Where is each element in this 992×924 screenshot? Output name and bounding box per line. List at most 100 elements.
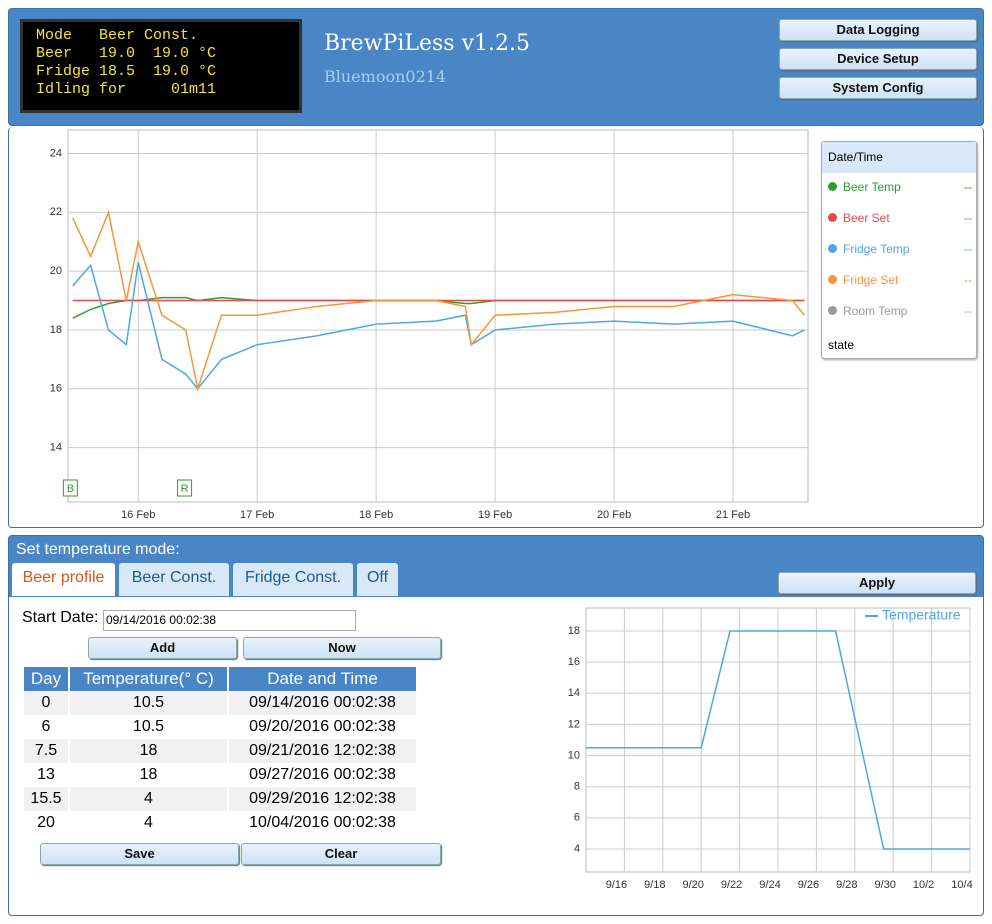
x-tick-label: 9/30: [874, 879, 895, 891]
lcd-line: Fridge 18.5 19.0 °C: [36, 63, 217, 80]
table-cell: 10.5: [132, 718, 165, 735]
lcd: Mode Beer Const. Beer 19.0 19.0 °C Fridg…: [20, 19, 302, 113]
legend-item: Beer Temp --: [828, 180, 972, 196]
legend-swatch: [828, 306, 837, 315]
table-cell: 10.5: [70, 691, 227, 715]
table-cell: 09/29/2016 12:02:38: [229, 787, 416, 811]
x-tick-label: 9/24: [759, 879, 780, 891]
now-button[interactable]: Now: [243, 637, 441, 659]
chart-panel: [8, 127, 984, 528]
legend-state: state: [828, 338, 855, 352]
nav-button[interactable]: Device Setup: [779, 48, 977, 70]
legend-value: --: [964, 304, 972, 318]
y-tick-label: 14: [50, 442, 62, 454]
x-tick-label: 21 Feb: [716, 509, 750, 521]
legend-value: --: [964, 273, 972, 287]
event-marker: [62, 479, 78, 497]
y-tick-label: 16: [568, 656, 580, 668]
x-tick-label: 9/26: [798, 879, 819, 891]
x-tick-label: 9/22: [721, 879, 742, 891]
nav-button[interactable]: Data Logging: [779, 19, 977, 41]
tab[interactable]: Off: [357, 563, 398, 596]
save-button[interactable]: Save: [40, 843, 239, 865]
nav-button[interactable]: System Config: [779, 77, 977, 99]
table-cell: 4: [70, 787, 227, 811]
x-tick-label: 10/4: [951, 879, 972, 891]
event-marker-label: B: [67, 483, 74, 495]
profile-chart: 4 6 8 10 12 14 16 18 9/16 9/18 9/20 9/22 9/24 9/26 9/2…: [568, 607, 973, 891]
table-row: 15.5 4 09/29/2016 12:02:38: [24, 787, 416, 811]
clear-button[interactable]: Clear: [241, 843, 441, 865]
table-row: 13 18 09/27/2016 00:02:38: [24, 763, 416, 787]
x-tick-label: 9/20: [682, 879, 703, 891]
mode-title: Set temperature mode:: [16, 541, 180, 558]
table-row: 20 4 10/04/2016 00:02:38: [24, 811, 416, 835]
table-cell: 4: [144, 814, 153, 831]
x-tick-label: 20 Feb: [597, 509, 631, 521]
x-tick-label: 10/2: [913, 879, 934, 891]
y-tick-label: 22: [50, 206, 62, 218]
y-tick-label: 8: [574, 781, 580, 793]
table-cell: 09/27/2016 00:02:38: [249, 766, 396, 783]
legend-value: --: [964, 180, 972, 194]
table-cell: 7.5: [24, 739, 68, 763]
x-tick-label: 16 Feb: [121, 509, 155, 521]
start-date-input[interactable]: 09/14/2016 00:02:38: [103, 610, 356, 631]
table-cell: 20: [37, 814, 55, 831]
table-cell: 15.5: [24, 787, 68, 811]
legend-swatch: [828, 213, 837, 222]
x-tick-label: 9/18: [644, 879, 665, 891]
lcd-line: Beer 19.0 19.0 °C: [36, 45, 217, 62]
legend-label: Fridge Set: [843, 273, 899, 287]
tab[interactable]: Beer profile: [12, 563, 115, 596]
y-tick-label: 18: [568, 625, 580, 637]
tab[interactable]: Fridge Const.: [233, 563, 353, 596]
table-header: Day: [24, 667, 68, 691]
y-tick-label: 10: [568, 749, 580, 761]
table-cell: 18: [139, 766, 158, 783]
table-row: 0 10.5 09/14/2016 00:02:38: [24, 691, 416, 715]
series-line: [586, 630, 970, 850]
x-tick-label: 17 Feb: [240, 509, 274, 521]
y-tick-label: 12: [568, 718, 580, 730]
legend-header: Date/Time: [822, 142, 976, 173]
table-cell: 13: [37, 766, 55, 783]
title: BrewPiLess v1.2.5: [324, 31, 530, 56]
y-tick-label: 4: [574, 843, 580, 855]
legend-item: Fridge Set --: [828, 273, 972, 289]
legend-label: Room Temp: [843, 304, 908, 318]
legend-item: Fridge Temp --: [828, 242, 972, 258]
table-row: 6 10.5 09/20/2016 00:02:38: [24, 715, 416, 739]
subtitle: Bluemoon0214: [324, 67, 447, 86]
legend-value: --: [964, 242, 972, 256]
y-tick-label: 16: [50, 383, 62, 395]
x-tick-label: 9/28: [836, 879, 857, 891]
legend-label: Beer Set: [843, 211, 890, 225]
lcd-line: Idling for 01m11: [36, 81, 217, 98]
x-tick-label: 9/16: [606, 879, 627, 891]
legend-label: Temperature: [882, 607, 961, 623]
lcd-line: Mode Beer Const.: [36, 27, 199, 44]
x-tick-label: 19 Feb: [478, 509, 512, 521]
apply-button[interactable]: Apply: [778, 572, 976, 594]
table-cell: 0: [24, 691, 68, 715]
table-cell: 18: [70, 739, 227, 763]
table-cell: 09/21/2016 12:02:38: [229, 739, 416, 763]
start-label: Start Date:: [22, 609, 99, 626]
y-tick-label: 24: [50, 147, 62, 159]
legend-label: Beer Temp: [843, 180, 901, 194]
profile-table: Day Temperature(° C) Date and Time 0 10.5…: [22, 667, 418, 835]
table-cell: 6: [41, 718, 51, 735]
table-header: Date and Time: [229, 667, 416, 691]
plot-frame: [67, 129, 809, 503]
legend-item: Beer Set --: [828, 211, 972, 227]
add-button[interactable]: Add: [88, 637, 237, 659]
y-tick-label: 20: [50, 265, 62, 277]
tab[interactable]: Beer Const.: [119, 563, 229, 596]
y-tick-label: 6: [574, 812, 580, 824]
table-cell: 10/04/2016 00:02:38: [249, 814, 396, 831]
legend-swatch: [828, 244, 837, 253]
table-header: Temperature(° C): [70, 667, 227, 691]
x-tick-label: 18 Feb: [359, 509, 393, 521]
